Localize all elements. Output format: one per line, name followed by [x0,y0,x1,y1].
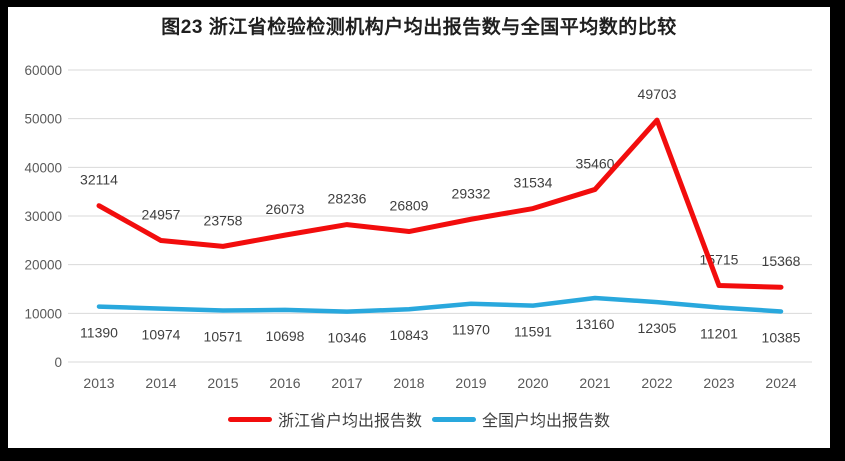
chart-title: 图23 浙江省检验检测机构户均出报告数与全国平均数的比较 [161,17,677,38]
x-axis-tick-label: 2017 [331,375,362,391]
red-line-swatch-icon [227,416,272,422]
data-label: 23758 [204,212,243,228]
x-axis-tick-label: 2013 [83,375,114,391]
chart-legend: 浙江省户均出报告数 全国户均出报告数 [8,407,830,431]
data-label: 49703 [638,86,677,102]
data-label: 10974 [142,327,181,343]
x-axis-tick-label: 2016 [269,375,300,391]
x-axis-tick-label: 2018 [393,375,424,391]
data-label: 10571 [204,329,243,345]
y-axis-tick-label: 20000 [24,258,62,273]
data-label: 10698 [266,328,305,344]
x-axis-tick-label: 2020 [517,375,548,391]
y-axis-tick-label: 30000 [24,209,62,224]
x-axis-tick-label: 2019 [455,375,486,391]
legend-label-zhejiang: 浙江省户均出报告数 [277,413,422,430]
x-axis-tick-label: 2015 [207,375,238,391]
legend-item-zhejiang: 浙江省户均出报告数 [227,407,422,431]
data-label: 24957 [142,207,181,223]
x-axis-tick-label: 2022 [641,375,672,391]
data-label: 15368 [762,253,801,269]
data-label: 12305 [638,320,677,336]
data-label: 26809 [390,198,429,214]
data-label: 11970 [452,322,490,338]
data-label: 10843 [390,327,429,343]
data-label: 11591 [514,324,552,340]
blue-line-swatch-icon [432,416,476,422]
legend-label-national: 全国户均出报告数 [482,413,611,430]
y-axis-tick-label: 60000 [24,63,62,78]
data-label: 32114 [80,172,118,188]
data-label: 26073 [266,201,305,217]
data-label: 29332 [452,185,491,201]
x-axis-tick-label: 2021 [579,375,610,391]
data-label: 10385 [762,329,801,345]
y-axis-tick-label: 0 [54,355,62,370]
data-label: 10346 [328,330,367,346]
data-label: 31534 [514,175,553,191]
data-label: 13160 [576,316,615,332]
y-axis-tick-label: 50000 [24,112,62,127]
x-axis-tick-label: 2014 [145,375,176,391]
x-axis-tick-label: 2024 [765,375,796,391]
data-label: 11390 [80,325,118,341]
data-label: 35460 [576,155,615,171]
series-line-national [96,295,784,314]
series-line-zhejiang [96,117,784,290]
data-label: 28236 [328,191,367,207]
data-label: 11201 [700,325,738,341]
x-axis-tick-label: 2023 [703,375,734,391]
y-axis-tick-label: 40000 [24,160,62,175]
legend-item-national: 全国户均出报告数 [432,407,610,431]
y-axis-tick-label: 10000 [24,306,62,321]
